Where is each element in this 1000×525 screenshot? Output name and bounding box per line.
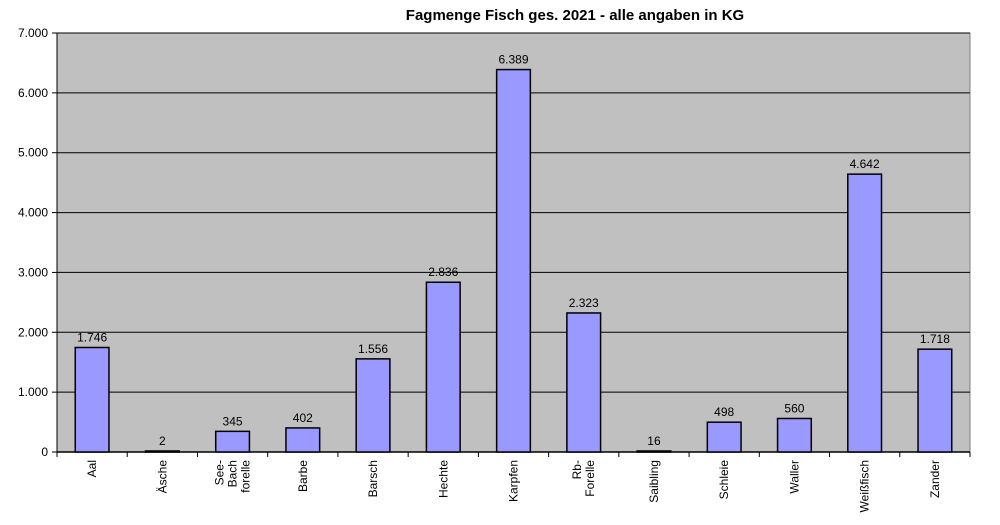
x-tick-label: Waller <box>787 460 801 494</box>
bar <box>776 417 813 453</box>
bar <box>285 427 321 453</box>
data-label: 6.389 <box>498 53 528 67</box>
y-tick-label: 0 <box>41 445 48 459</box>
x-tick-label: See- <box>213 460 227 485</box>
x-tick-label: Bach <box>226 460 240 487</box>
x-tick-label: Saibling <box>647 460 661 503</box>
data-label: 4.642 <box>850 157 880 171</box>
y-tick-label: 2.000 <box>18 325 48 339</box>
x-tick-label: Rb- <box>570 460 584 479</box>
y-tick-label: 7.000 <box>18 26 48 40</box>
data-label: 2.323 <box>569 296 599 310</box>
bar <box>425 281 461 453</box>
y-tick-label: 4.000 <box>18 206 48 220</box>
x-tick-label: Zander <box>928 460 942 498</box>
x-tick-label: Karpfen <box>507 460 521 502</box>
x-tick-label: forelle <box>239 460 253 493</box>
y-tick-label: 1.000 <box>18 385 48 399</box>
bar <box>495 68 532 453</box>
y-tick-label: 6.000 <box>18 86 48 100</box>
x-tick-label: Weißfisch <box>858 460 872 512</box>
data-label: 1.556 <box>358 342 388 356</box>
x-tick-label: Barsch <box>366 460 380 497</box>
x-tick-label: Barbe <box>296 460 310 492</box>
x-tick-label: Aal <box>85 460 99 477</box>
data-label: 345 <box>223 414 243 428</box>
x-tick-label: Äsche <box>155 460 169 494</box>
bar <box>847 173 883 453</box>
data-label: 402 <box>293 411 313 425</box>
x-tick-label: Schleie <box>717 460 731 500</box>
data-label: 2.836 <box>428 265 458 279</box>
bar <box>636 450 672 453</box>
chart-title: Fagmenge Fisch ges. 2021 - alle angaben … <box>406 7 744 24</box>
x-tick-label: Hechte <box>436 460 450 498</box>
data-label: 1.718 <box>920 332 950 346</box>
bar <box>144 450 180 453</box>
y-tick-label: 3.000 <box>18 265 48 279</box>
y-tick-label: 5.000 <box>18 146 48 160</box>
bar <box>566 312 602 453</box>
bar <box>355 358 391 453</box>
data-label: 498 <box>714 405 734 419</box>
bar <box>74 346 110 453</box>
bar <box>706 421 742 453</box>
bar <box>917 348 953 453</box>
data-label: 560 <box>784 401 804 415</box>
plot-area: 0 1.000 2.000 3.000 4.000 5.000 6.000 7.000 1.74… <box>18 26 971 512</box>
data-label: 2 <box>159 434 166 448</box>
x-tick-label: Forelle <box>583 460 597 497</box>
data-label: 16 <box>647 434 661 448</box>
bar <box>214 430 251 453</box>
data-label: 1.746 <box>77 330 107 344</box>
